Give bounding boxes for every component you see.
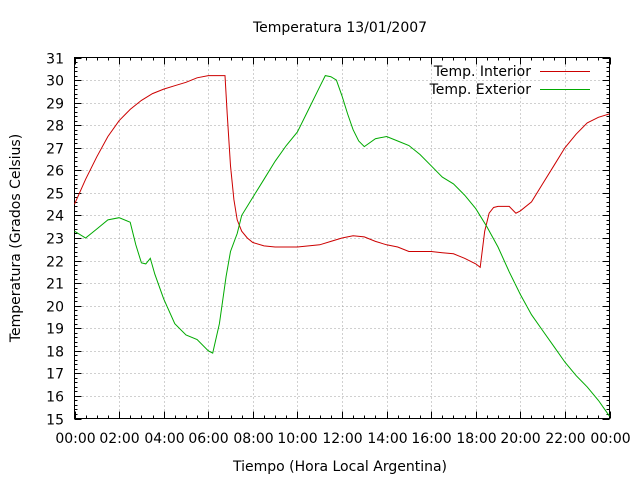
y-tick-label: 19 [46,322,64,338]
y-tick-label: 23 [46,232,64,248]
x-tick-label: 14:00 [367,431,407,447]
y-tick-label: 21 [46,277,64,293]
x-tick-label: 06:00 [188,431,228,447]
y-tick-labels: 15 16 17 18 19 20 21 22 23 24 25 26 27 28 29 30 31 [46,52,64,429]
x-tick-label: 16:00 [411,431,451,447]
y-tick-label: 30 [46,74,64,90]
x-tick-label: 12:00 [322,431,362,447]
y-tick-label: 20 [46,300,64,316]
y-tick-label: 18 [46,345,64,361]
x-tick-label: 00:00 [55,431,95,447]
tick-marks [74,57,611,420]
y-tick-label: 29 [46,97,64,113]
x-tick-label: 10:00 [277,431,317,447]
legend: Temp. Interior Temp. Exterior [429,64,590,98]
y-tick-label: 28 [46,119,64,135]
y-tick-label: 24 [46,209,64,225]
chart-title: Temperatura 13/01/2007 [252,20,427,36]
y-tick-label: 26 [46,164,64,180]
y-axis-label: Temperatura (Grados Celsius) [8,134,24,343]
series-lines [74,75,610,417]
legend-label-exterior: Temp. Exterior [429,82,532,98]
y-tick-label: 17 [46,367,64,383]
y-tick-label: 22 [46,255,64,271]
y-tick-label: 15 [46,413,64,429]
x-tick-label: 20:00 [500,431,540,447]
x-tick-label: 02:00 [99,431,139,447]
x-tick-label: 00:00 [590,431,630,447]
x-axis-label: Tiempo (Hora Local Argentina) [232,459,447,475]
y-tick-label: 27 [46,142,64,158]
legend-label-interior: Temp. Interior [433,64,532,80]
x-tick-labels: 00:00 02:00 04:00 06:00 08:00 10:00 12:00 14:00… [55,431,630,447]
y-tick-label: 16 [46,390,64,406]
series-line-interior [74,75,610,269]
x-tick-label: 08:00 [233,431,273,447]
x-tick-label: 22:00 [545,431,585,447]
y-tick-label: 25 [46,187,64,203]
x-tick-label: 04:00 [144,431,184,447]
series-line-exterior [74,75,610,417]
y-tick-label: 31 [46,52,64,68]
x-tick-label: 18:00 [456,431,496,447]
